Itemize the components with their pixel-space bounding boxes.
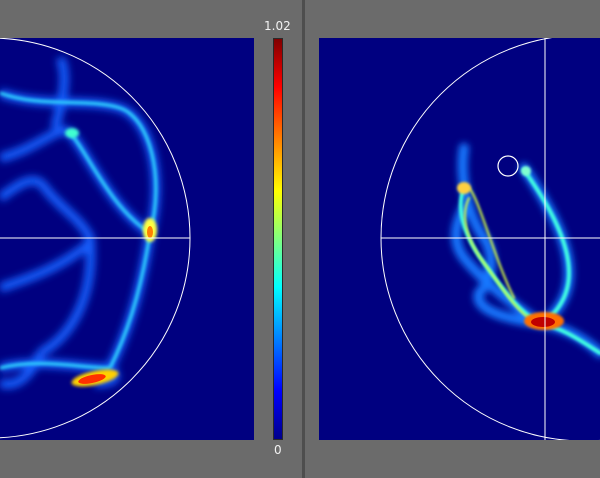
view-divider[interactable]: [302, 0, 305, 478]
left-hot-spots: [65, 128, 157, 387]
left-intensity-cores: [0, 91, 158, 370]
colorbar-max-label: 1.02: [264, 19, 291, 33]
left-pole-figure-plot: [0, 38, 191, 439]
colorbar: [273, 38, 283, 440]
right-pole-figure-plot: [380, 38, 600, 440]
right-hot-spots: [457, 166, 564, 330]
right-intensity-ridges: [464, 187, 530, 319]
right-marker-circle[interactable]: [497, 155, 519, 177]
right-pole-figure-panel[interactable]: [319, 38, 600, 440]
left-pole-figure-panel[interactable]: [0, 38, 254, 440]
colorbar-min-label: 0: [274, 443, 282, 457]
